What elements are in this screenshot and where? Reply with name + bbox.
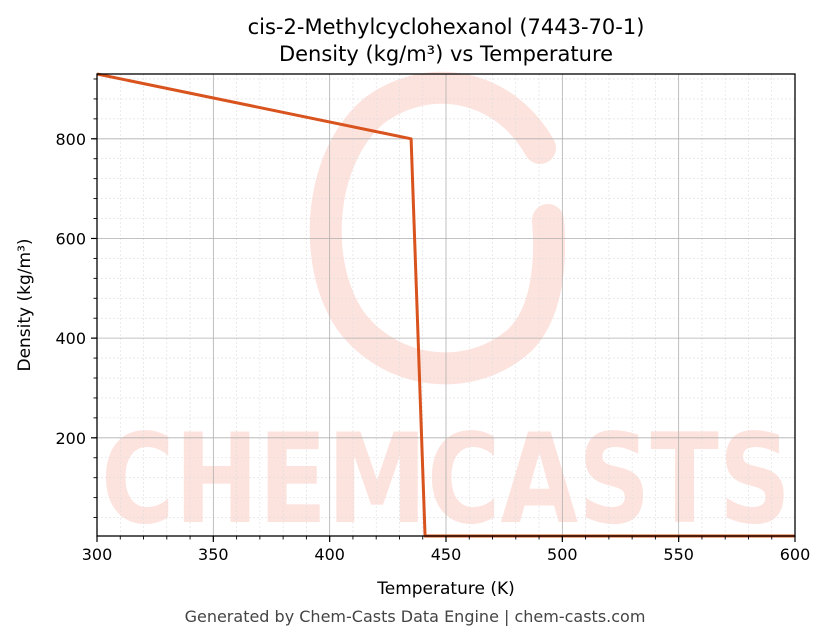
x-tick-label: 350 — [198, 545, 229, 564]
y-tick-label: 800 — [55, 130, 86, 149]
x-tick-label: 300 — [82, 545, 113, 564]
y-tick-label: 400 — [55, 329, 86, 348]
chart-subtitle: Density (kg/m³) vs Temperature — [279, 42, 613, 66]
x-tick-label: 550 — [663, 545, 694, 564]
x-tick-label: 400 — [314, 545, 345, 564]
y-tick-label: 600 — [55, 229, 86, 248]
x-tick-label: 450 — [431, 545, 462, 564]
y-tick-label: 200 — [55, 429, 86, 448]
x-axis-label: Temperature (K) — [376, 579, 515, 599]
watermark-logo-ring — [309, 71, 566, 385]
x-tick-label: 600 — [780, 545, 811, 564]
footer-credit: Generated by Chem-Casts Data Engine | ch… — [184, 607, 646, 626]
axes: 300 350 400 450 500 550 600 200 400 600 800 — [55, 78, 811, 564]
x-tick-label: 500 — [547, 545, 578, 564]
y-axis-label: Density (kg/m³) — [15, 238, 35, 371]
chart-title: cis-2-Methylcyclohexanol (7443-70-1) — [248, 15, 645, 39]
